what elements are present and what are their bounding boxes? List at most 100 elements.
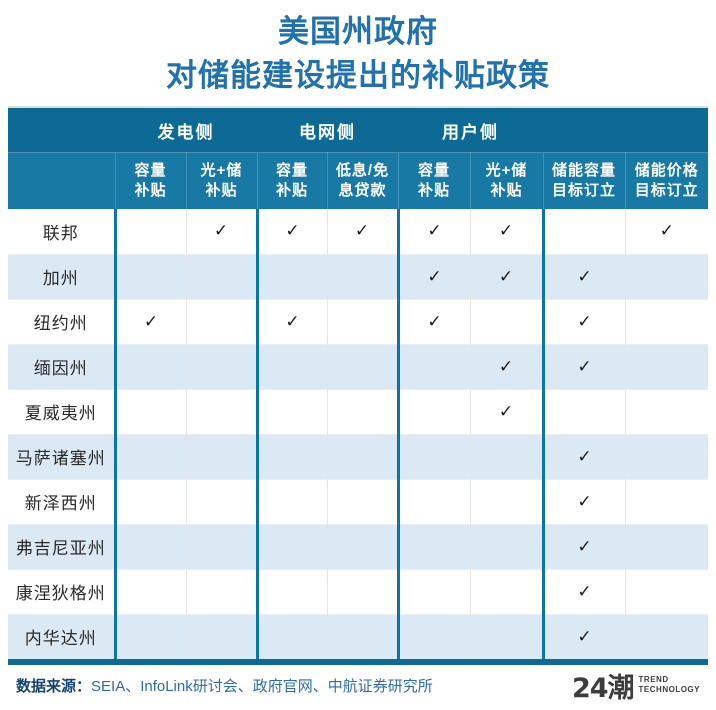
empty-cell-nevada-gen-capacity-subsidy <box>113 613 186 659</box>
check-cell-new-york-user-capacity-subsidy: ✓ <box>396 298 470 344</box>
empty-cell-new-york-user-pv-storage-subsidy <box>469 298 543 344</box>
infographic-page: 美国州政府 对储能建设提出的补贴政策 发电侧 电网侧 用户侧 容量 补贴 光+储 补贴… <box>0 10 716 705</box>
check-cell-new-york-gen-capacity-subsidy: ✓ <box>113 298 186 344</box>
empty-cell-connecticut-user-capacity-subsidy <box>396 568 470 614</box>
empty-cell-nevada-gen-pv-storage-subsidy <box>185 613 257 659</box>
empty-cell-hawaii-grid-capacity-subsidy <box>255 388 327 434</box>
column-header-grid-low-interest-loan: 低息/免 息贷款 <box>326 152 398 209</box>
empty-cell-connecticut-user-pv-storage-subsidy <box>469 568 543 614</box>
table-row-connecticut: 康涅狄格州 ✓ <box>8 568 708 614</box>
table-row-new-york: 纽约州 ✓ ✓ ✓ ✓ <box>8 298 708 344</box>
empty-cell-massachusetts-grid-low-interest-loan <box>326 433 398 479</box>
empty-cell-virginia-user-capacity-subsidy <box>396 523 470 569</box>
title-line-1: 美国州政府 <box>278 14 438 49</box>
check-cell-california-user-pv-storage-subsidy: ✓ <box>469 253 543 299</box>
empty-cell-hawaii-storage-capacity-target <box>541 388 625 434</box>
column-header-gen-capacity-subsidy: 容量 补贴 <box>114 152 186 209</box>
check-cell-federal-grid-low-interest-loan: ✓ <box>326 209 398 254</box>
empty-cell-new-jersey-storage-price-target <box>624 478 708 524</box>
logo-wordmark: 24潮 <box>571 672 635 704</box>
logo-subtext-line1: TREND <box>638 675 669 684</box>
brand-logo: 24潮 TREND TECHNOLOGY <box>572 666 700 705</box>
empty-cell-new-jersey-user-capacity-subsidy <box>396 478 470 524</box>
check-cell-new-york-grid-capacity-subsidy: ✓ <box>255 298 327 344</box>
group-header-row: 发电侧 电网侧 用户侧 <box>8 108 708 153</box>
empty-cell-new-jersey-gen-pv-storage-subsidy <box>185 478 257 524</box>
empty-cell-new-jersey-user-pv-storage-subsidy <box>469 478 543 524</box>
empty-cell-hawaii-user-capacity-subsidy <box>396 388 470 434</box>
column-header-user-capacity-subsidy: 容量 补贴 <box>397 152 470 209</box>
empty-cell-massachusetts-gen-capacity-subsidy <box>113 433 186 479</box>
row-label-connecticut: 康涅狄格州 <box>8 568 115 614</box>
empty-cell-new-york-gen-pv-storage-subsidy <box>185 298 257 344</box>
empty-cell-virginia-grid-low-interest-loan <box>326 523 398 569</box>
empty-cell-maine-gen-pv-storage-subsidy <box>185 343 257 389</box>
title-line-2: 对储能建设提出的补贴政策 <box>166 58 550 93</box>
check-cell-hawaii-user-pv-storage-subsidy: ✓ <box>469 388 543 434</box>
empty-cell-new-jersey-grid-capacity-subsidy <box>255 478 327 524</box>
empty-cell-massachusetts-grid-capacity-subsidy <box>255 433 327 479</box>
empty-cell-connecticut-grid-capacity-subsidy <box>255 568 327 614</box>
empty-cell-maine-gen-capacity-subsidy <box>113 343 186 389</box>
check-cell-california-storage-capacity-target: ✓ <box>541 253 625 299</box>
footer: 数据来源：SEIA、InfoLink研讨会、政府官网、中航证券研究所 24潮 T… <box>8 665 708 705</box>
row-label-nevada: 内华达州 <box>8 613 115 659</box>
empty-cell-hawaii-grid-low-interest-loan <box>326 388 398 434</box>
empty-cell-federal-storage-capacity-target <box>541 209 625 254</box>
data-source-text: SEIA、InfoLink研讨会、政府官网、中航证券研究所 <box>91 677 433 695</box>
table-row-federal: 联邦 ✓ ✓ ✓ ✓ ✓ ✓ <box>8 209 708 254</box>
group-header-targets <box>543 108 708 153</box>
table-row-nevada: 内华达州 ✓ <box>8 613 708 659</box>
empty-cell-nevada-storage-price-target <box>624 613 708 659</box>
check-cell-federal-grid-capacity-subsidy: ✓ <box>255 209 327 254</box>
empty-cell-maine-storage-price-target <box>624 343 708 389</box>
check-cell-new-jersey-storage-capacity-target: ✓ <box>541 478 625 524</box>
row-label-massachusetts: 马萨诸塞州 <box>8 433 115 479</box>
column-header-row: 容量 补贴 光+储 补贴 容量 补贴 低息/免 息贷款 容量 补贴 光+储 补贴 储能容量 … <box>8 152 708 209</box>
column-header-gen-pv-storage-subsidy: 光+储 补贴 <box>185 152 257 209</box>
subsidy-policy-table: 发电侧 电网侧 用户侧 容量 补贴 光+储 补贴 容量 补贴 低息/免 息贷款 容量 补贴光… <box>8 106 708 665</box>
corner-cell-sub <box>8 152 115 209</box>
empty-cell-connecticut-storage-price-target <box>624 568 708 614</box>
group-header-grid-side: 电网侧 <box>257 108 398 153</box>
empty-cell-new-jersey-grid-low-interest-loan <box>326 478 398 524</box>
empty-cell-massachusetts-user-pv-storage-subsidy <box>469 433 543 479</box>
empty-cell-massachusetts-user-capacity-subsidy <box>396 433 470 479</box>
empty-cell-virginia-gen-pv-storage-subsidy <box>185 523 257 569</box>
check-cell-federal-user-pv-storage-subsidy: ✓ <box>469 209 543 254</box>
empty-cell-hawaii-storage-price-target <box>624 388 708 434</box>
table-row-hawaii: 夏威夷州 ✓ <box>8 388 708 434</box>
row-label-california: 加州 <box>8 253 115 299</box>
column-header-storage-price-target: 储能价格 目标订立 <box>624 152 708 209</box>
empty-cell-maine-grid-low-interest-loan <box>326 343 398 389</box>
empty-cell-virginia-user-pv-storage-subsidy <box>469 523 543 569</box>
empty-cell-maine-grid-capacity-subsidy <box>255 343 327 389</box>
check-cell-virginia-storage-capacity-target: ✓ <box>541 523 625 569</box>
table-row-maine: 缅因州 ✓ ✓ <box>8 343 708 389</box>
empty-cell-new-york-storage-price-target <box>624 298 708 344</box>
empty-cell-virginia-storage-price-target <box>624 523 708 569</box>
logo-subtext: TREND TECHNOLOGY <box>639 675 700 695</box>
corner-cell <box>8 108 115 153</box>
column-header-grid-capacity-subsidy: 容量 补贴 <box>256 152 327 209</box>
empty-cell-massachusetts-gen-pv-storage-subsidy <box>185 433 257 479</box>
check-cell-maine-user-pv-storage-subsidy: ✓ <box>469 343 543 389</box>
empty-cell-new-york-grid-low-interest-loan <box>326 298 398 344</box>
empty-cell-maine-user-capacity-subsidy <box>396 343 470 389</box>
column-header-storage-capacity-target: 储能容量 目标订立 <box>542 152 625 209</box>
row-label-hawaii: 夏威夷州 <box>8 388 115 434</box>
empty-cell-nevada-grid-low-interest-loan <box>326 613 398 659</box>
check-cell-federal-gen-pv-storage-subsidy: ✓ <box>185 209 257 254</box>
check-cell-massachusetts-storage-capacity-target: ✓ <box>541 433 625 479</box>
empty-cell-virginia-gen-capacity-subsidy <box>113 523 186 569</box>
empty-cell-nevada-grid-capacity-subsidy <box>255 613 327 659</box>
check-cell-federal-user-capacity-subsidy: ✓ <box>396 209 470 254</box>
row-label-virginia: 弗吉尼亚州 <box>8 523 115 569</box>
empty-cell-hawaii-gen-capacity-subsidy <box>113 388 186 434</box>
empty-cell-connecticut-gen-capacity-subsidy <box>113 568 186 614</box>
empty-cell-california-grid-low-interest-loan <box>326 253 398 299</box>
empty-cell-federal-gen-capacity-subsidy <box>113 209 186 254</box>
check-cell-maine-storage-capacity-target: ✓ <box>541 343 625 389</box>
empty-cell-california-grid-capacity-subsidy <box>255 253 327 299</box>
check-cell-connecticut-storage-capacity-target: ✓ <box>541 568 625 614</box>
